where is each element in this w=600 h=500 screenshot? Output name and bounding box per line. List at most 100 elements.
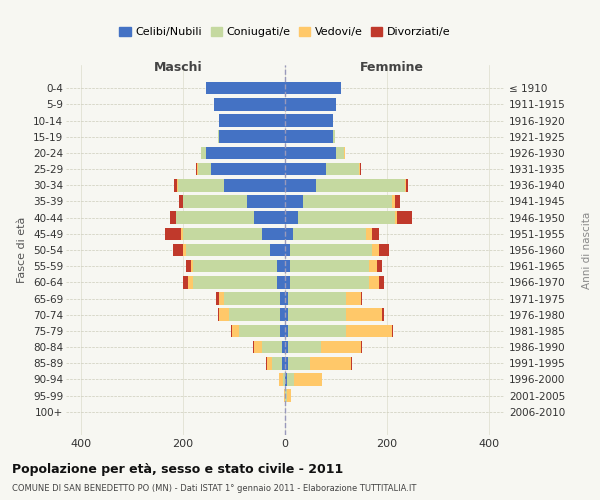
Bar <box>285 373 287 386</box>
Bar <box>254 212 285 224</box>
Bar <box>285 82 341 94</box>
Bar <box>176 212 254 224</box>
Bar <box>285 98 336 110</box>
Bar <box>267 357 272 370</box>
Bar <box>206 146 285 159</box>
Bar <box>178 179 224 192</box>
Bar <box>334 130 335 143</box>
Bar <box>166 228 181 240</box>
Y-axis label: Anni di nascita: Anni di nascita <box>582 212 592 288</box>
Bar <box>183 276 188 288</box>
Bar <box>283 373 285 386</box>
Bar <box>285 195 303 208</box>
Bar <box>287 357 310 370</box>
Bar <box>277 276 285 288</box>
Bar <box>283 341 285 353</box>
Bar <box>379 276 385 288</box>
Bar <box>336 146 344 159</box>
Bar <box>175 179 177 192</box>
Bar <box>397 212 412 224</box>
Bar <box>197 163 199 175</box>
Bar <box>287 373 294 386</box>
Bar <box>290 244 371 256</box>
Bar <box>346 308 382 321</box>
Bar <box>359 163 360 175</box>
Bar <box>303 195 392 208</box>
Bar <box>287 341 320 353</box>
Bar <box>283 357 285 370</box>
Bar <box>285 390 287 402</box>
Bar <box>277 260 285 272</box>
Bar <box>173 244 183 256</box>
Text: Popolazione per età, sesso e stato civile - 2011: Popolazione per età, sesso e stato civil… <box>12 462 343 475</box>
Bar <box>382 308 385 321</box>
Bar <box>294 373 322 386</box>
Bar <box>326 163 359 175</box>
Bar <box>185 260 191 272</box>
Bar <box>219 308 229 321</box>
Bar <box>392 195 395 208</box>
Bar <box>211 163 285 175</box>
Bar <box>369 276 379 288</box>
Text: COMUNE DI SAN BENEDETTO PO (MN) - Dati ISTAT 1° gennaio 2011 - Elaborazione TUTT: COMUNE DI SAN BENEDETTO PO (MN) - Dati I… <box>12 484 416 493</box>
Bar <box>183 228 262 240</box>
Bar <box>280 308 285 321</box>
Bar <box>285 276 290 288</box>
Bar <box>287 390 290 402</box>
Bar <box>379 244 389 256</box>
Bar <box>351 357 352 370</box>
Bar <box>193 260 277 272</box>
Bar <box>406 179 408 192</box>
Bar <box>253 341 254 353</box>
Bar <box>185 244 270 256</box>
Bar <box>280 292 285 305</box>
Y-axis label: Fasce di età: Fasce di età <box>17 217 28 283</box>
Bar <box>377 260 382 272</box>
Bar <box>270 244 285 256</box>
Bar <box>361 341 362 353</box>
Legend: Celibi/Nubili, Coniugati/e, Vedovi/e, Divorziati/e: Celibi/Nubili, Coniugati/e, Vedovi/e, Di… <box>115 22 455 42</box>
Bar <box>284 390 285 402</box>
Bar <box>218 130 219 143</box>
Bar <box>214 98 285 110</box>
Bar <box>177 179 178 192</box>
Bar <box>219 114 285 127</box>
Bar <box>285 341 287 353</box>
Bar <box>191 260 193 272</box>
Bar <box>285 130 334 143</box>
Bar <box>346 324 392 337</box>
Bar <box>170 212 176 224</box>
Bar <box>371 244 379 256</box>
Bar <box>367 228 371 240</box>
Bar <box>219 130 285 143</box>
Bar <box>293 228 367 240</box>
Bar <box>199 163 211 175</box>
Bar <box>196 163 197 175</box>
Bar <box>232 324 239 337</box>
Bar <box>280 373 283 386</box>
Bar <box>287 324 346 337</box>
Bar <box>183 244 185 256</box>
Bar <box>266 357 267 370</box>
Bar <box>247 195 285 208</box>
Bar <box>219 292 224 305</box>
Bar <box>272 357 283 370</box>
Bar <box>285 357 287 370</box>
Bar <box>320 341 361 353</box>
Bar <box>181 228 183 240</box>
Bar <box>285 308 287 321</box>
Bar <box>371 228 379 240</box>
Bar <box>287 292 346 305</box>
Bar <box>229 308 280 321</box>
Bar <box>218 308 219 321</box>
Text: Femmine: Femmine <box>360 62 424 74</box>
Bar <box>392 324 393 337</box>
Bar <box>285 212 298 224</box>
Bar <box>285 260 290 272</box>
Bar <box>201 146 206 159</box>
Bar <box>298 212 395 224</box>
Bar <box>262 228 285 240</box>
Bar <box>316 179 404 192</box>
Bar <box>285 228 293 240</box>
Bar <box>290 260 369 272</box>
